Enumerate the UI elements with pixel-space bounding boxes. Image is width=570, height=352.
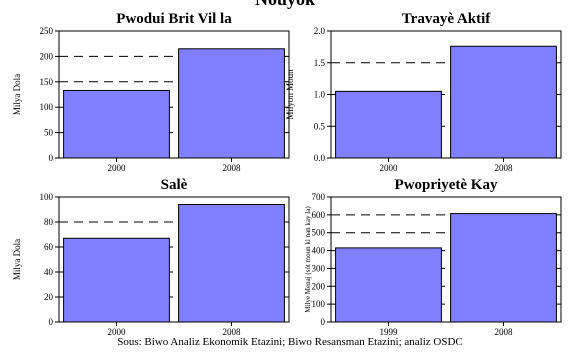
y-tick-label-homeownership: 100 [312, 299, 326, 309]
y-tick-label-active-workers: 0.5 [314, 121, 326, 131]
y-axis-label-gross-product: Milya Dola [12, 74, 22, 115]
x-tick-label-gross-product: 2008 [223, 163, 242, 173]
bar-salary-2008 [178, 204, 285, 323]
y-tick-label-salary: 20 [44, 292, 54, 302]
y-tick-label-salary: 40 [44, 267, 54, 277]
panel-title-homeownership: Pwopriyetè Kay [395, 177, 498, 193]
y-tick-label-gross-product: 200 [40, 51, 54, 61]
y-axis-label-active-workers: Milyon Moun [285, 69, 295, 120]
x-tick-label-gross-product: 2000 [108, 163, 127, 173]
x-tick-label-salary: 2008 [223, 327, 242, 337]
y-tick-label-homeownership: 500 [312, 228, 326, 238]
y-tick-label-gross-product: 0 [49, 153, 54, 163]
y-tick-label-gross-product: 150 [40, 77, 54, 87]
panel-salary: Salè Milya Dola 0 20 40 60 80 100 2000 2008 [12, 177, 290, 337]
x-tick-label-active-workers: 2000 [380, 163, 399, 173]
panel-title-active-workers: Travayè Aktif [402, 11, 491, 27]
source-note: Sous: Biwo Analiz Ekonomik Etazini; Biwo… [117, 336, 463, 347]
panel-title-salary: Salè [161, 177, 188, 193]
panel-title-gross-product: Pwodui Brit Vil la [116, 11, 232, 27]
y-tick-label-active-workers: 1.0 [314, 90, 326, 100]
y-tick-label-homeownership: 600 [312, 210, 326, 220]
y-tick-label-active-workers: 0.0 [314, 153, 326, 163]
panel-gross-product: Pwodui Brit Vil la Milya Dola 0 50 100 150 200… [12, 11, 290, 173]
bar-active-workers-2008 [450, 45, 557, 159]
y-tick-label-homeownership: 200 [312, 281, 326, 291]
y-tick-label-homeownership: 0 [321, 317, 326, 327]
plot-frame-salary [58, 196, 290, 323]
x-tick-label-homeownership: 1999 [380, 327, 399, 337]
y-tick-label-homeownership: 300 [312, 263, 326, 273]
bar-gross-product-2008 [178, 48, 285, 159]
y-axis-label-homeownership: Milye Menaj (sòt moun ki nan kay la) [304, 206, 312, 313]
panel-active-workers: Travayè Aktif Milyon Moun 0.0 0.5 1.0 1.5 2.0 2… [285, 11, 562, 173]
y-axis-label-salary: Milya Dola [12, 239, 22, 280]
x-tick-label-salary: 2000 [108, 327, 127, 337]
bar-homeownership-2008 [450, 213, 557, 323]
y-tick-label-salary: 60 [44, 242, 54, 252]
plot-frame-gross-product [58, 30, 290, 159]
main-title: Nouyòk [255, 0, 315, 9]
x-tick-label-homeownership: 2008 [495, 327, 514, 337]
panel-homeownership: Pwopriyetè Kay Milye Menaj (sòt moun ki n… [304, 177, 562, 337]
bar-active-workers-2000 [335, 90, 442, 159]
y-tick-label-active-workers: 2.0 [314, 26, 326, 36]
y-tick-label-gross-product: 250 [40, 26, 54, 36]
y-tick-label-salary: 100 [40, 192, 54, 202]
y-tick-label-salary: 80 [44, 217, 54, 227]
bar-gross-product-2000 [63, 89, 170, 159]
y-tick-label-gross-product: 100 [40, 102, 54, 112]
plot-frame-homeownership [330, 196, 562, 323]
y-tick-label-active-workers: 1.5 [314, 58, 326, 68]
bar-homeownership-1999 [335, 247, 442, 323]
y-tick-label-homeownership: 400 [312, 246, 326, 256]
bar-salary-2000 [63, 237, 170, 323]
y-tick-label-homeownership: 700 [312, 192, 326, 202]
y-tick-label-salary: 0 [49, 317, 54, 327]
y-tick-label-gross-product: 50 [44, 128, 54, 138]
x-tick-label-active-workers: 2008 [495, 163, 514, 173]
